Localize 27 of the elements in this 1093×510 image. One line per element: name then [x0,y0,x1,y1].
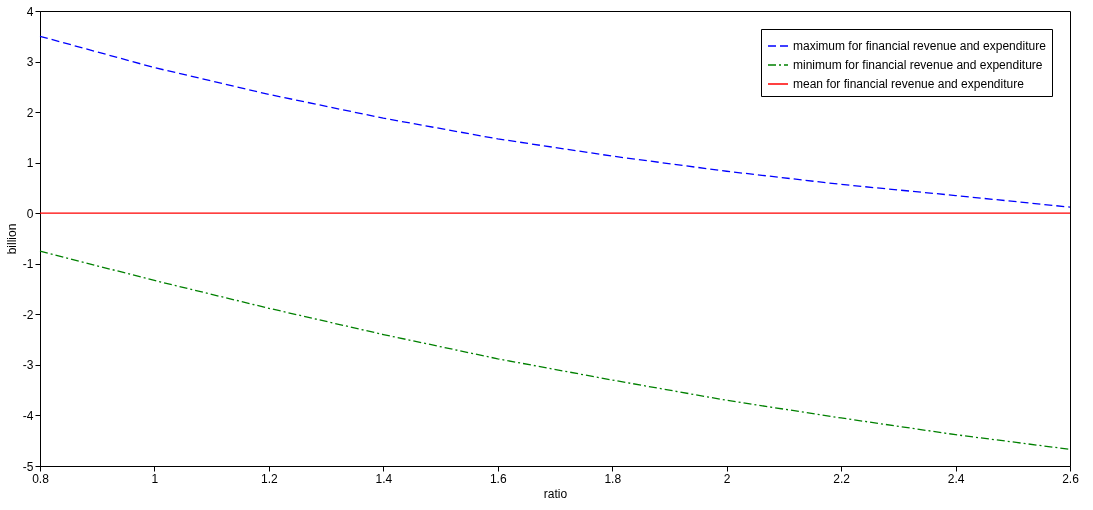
y-tick-label: 0 [26,206,34,221]
x-axis-title: ratio [543,486,568,501]
y-tick-label: -4 [22,408,34,423]
x-tick-label: 2.4 [947,471,965,486]
x-tick-label: 1.2 [261,471,279,486]
line-series [39,35,1071,208]
x-tick-label: 2.2 [833,471,851,486]
y-tick-label: -2 [22,307,34,322]
y-tick-label: -5 [22,459,34,474]
legend-label: minimum for financial revenue and expenditure [793,58,1043,72]
y-tick-label: 4 [26,4,34,19]
legend-label: mean for financial revenue and expenditure [793,77,1025,91]
y-axis-title: billion [4,223,19,255]
x-tick-label: 2 [723,471,731,486]
x-tick-label: 0.8 [32,471,50,486]
y-tick-label: -1 [22,257,34,272]
y-tick-label: -3 [22,358,34,373]
line-series [39,250,1071,450]
y-tick-label: 1 [26,156,34,171]
x-tick-label: 1 [151,471,159,486]
x-tick-label: 1.4 [375,471,393,486]
y-tick-label: 2 [26,105,34,120]
y-tick-label: 3 [26,55,34,70]
x-tick-label: 1.8 [604,471,622,486]
x-tick-label: 2.6 [1062,471,1080,486]
legend-label: maximum for financial revenue and expenditure [793,39,1047,53]
x-tick-label: 1.6 [489,471,507,486]
